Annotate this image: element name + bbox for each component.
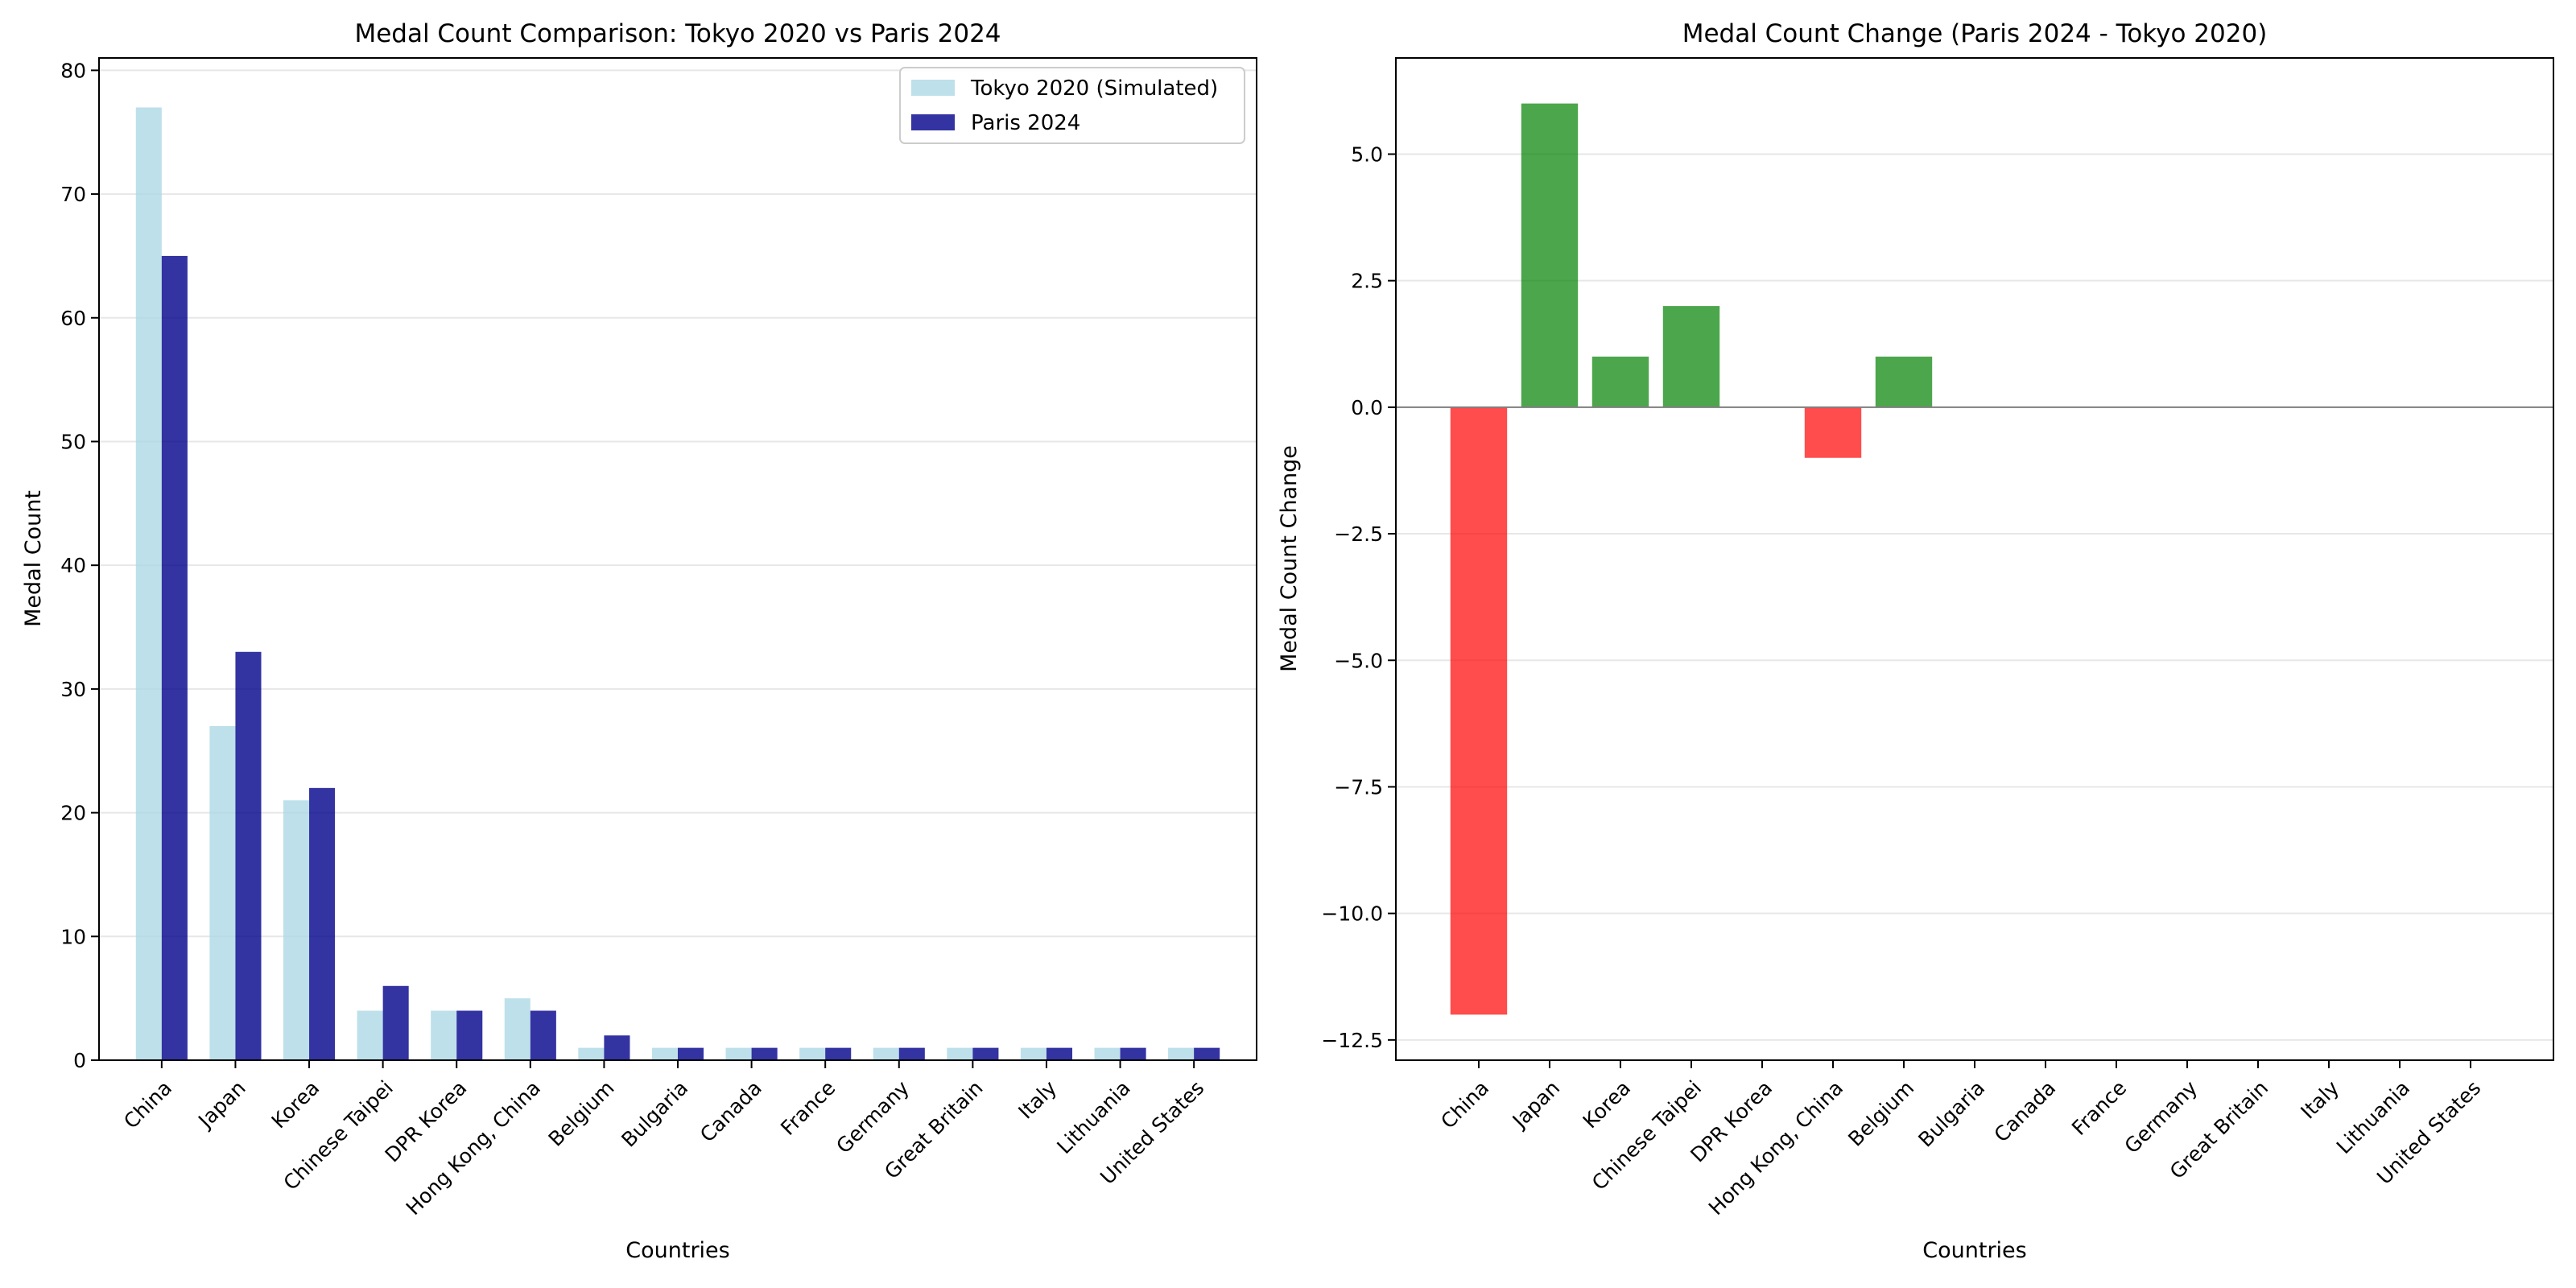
bar-paris-2024-canada — [751, 1047, 778, 1060]
legend-label-tokyo: Tokyo 2020 (Simulated) — [970, 76, 1218, 101]
bar-paris-2024-united-states — [1194, 1047, 1220, 1060]
comparison-y-ticks: 0 10 20 30 40 50 60 70 80 — [60, 59, 99, 1072]
bar-tokyo-2020-simulated-germany — [873, 1047, 899, 1060]
change-x-axis-label: Countries — [1922, 1238, 2026, 1263]
bar-tokyo-2020-simulated-japan — [209, 726, 236, 1060]
bar-change-hong-kong-china — [1804, 407, 1862, 458]
y-tick-label: −2.5 — [1334, 522, 1383, 546]
bar-paris-2024-japan — [235, 651, 262, 1060]
bar-paris-2024-france — [825, 1047, 852, 1060]
bar-tokyo-2020-simulated-canada — [725, 1047, 752, 1060]
y-tick-label: 50 — [60, 430, 86, 453]
y-tick-label: 0 — [73, 1049, 86, 1072]
bar-change-korea — [1591, 356, 1649, 407]
y-tick-label: 80 — [60, 59, 86, 82]
y-tick-label: 10 — [60, 925, 86, 948]
y-tick-label: 70 — [60, 183, 86, 206]
bar-tokyo-2020-simulated-united-states — [1168, 1047, 1195, 1060]
bar-change-japan — [1521, 103, 1579, 407]
legend-swatch-paris — [911, 114, 955, 130]
y-tick-label: 20 — [60, 802, 86, 825]
y-tick-label: 2.5 — [1351, 270, 1383, 293]
bar-paris-2024-korea — [309, 787, 336, 1060]
y-tick-label: 0.0 — [1351, 396, 1383, 419]
comparison-y-axis-label: Medal Count — [21, 490, 46, 627]
legend-label-paris: Paris 2024 — [971, 111, 1080, 135]
change-chart-title: Medal Count Change (Paris 2024 - Tokyo 2… — [1682, 19, 2268, 48]
bar-change-chinese-taipei — [1662, 306, 1720, 407]
bar-paris-2024-china — [161, 255, 188, 1061]
comparison-x-axis-label: Countries — [625, 1238, 729, 1263]
bar-change-belgium — [1875, 356, 1933, 407]
bar-tokyo-2020-simulated-bulgaria — [651, 1047, 678, 1060]
bar-paris-2024-italy — [1046, 1047, 1073, 1060]
bar-paris-2024-dpr-korea — [456, 1010, 483, 1060]
comparison-grid — [99, 69, 1257, 1061]
bar-tokyo-2020-simulated-lithuania — [1094, 1047, 1121, 1060]
y-tick-label: −10.0 — [1321, 902, 1383, 926]
y-tick-label: 40 — [60, 554, 86, 577]
bar-tokyo-2020-simulated-chinese-taipei — [357, 1010, 383, 1060]
y-tick-label: 60 — [60, 307, 86, 330]
legend-frame — [899, 67, 1245, 144]
bar-paris-2024-hong-kong-china — [530, 1010, 556, 1060]
legend-swatch-tokyo — [911, 80, 955, 96]
change-y-axis-label: Medal Count Change — [1277, 445, 1302, 672]
bar-tokyo-2020-simulated-belgium — [578, 1047, 605, 1060]
bar-tokyo-2020-simulated-dpr-korea — [431, 1010, 457, 1060]
bar-paris-2024-belgium — [604, 1035, 630, 1060]
y-tick-label: 30 — [60, 678, 86, 701]
comparison-bars — [135, 107, 1220, 1061]
bar-paris-2024-chinese-taipei — [382, 985, 409, 1060]
comparison-legend: Tokyo 2020 (Simulated) Paris 2024 — [899, 67, 1245, 144]
change-y-ticks: −12.5 −10.0 −7.5 −5.0 −2.5 0.0 2.5 5.0 — [1321, 142, 1396, 1052]
bar-tokyo-2020-simulated-great-britain — [947, 1047, 973, 1060]
bar-tokyo-2020-simulated-italy — [1020, 1047, 1046, 1060]
bar-paris-2024-germany — [898, 1047, 925, 1060]
change-bars — [1450, 103, 1933, 1015]
bar-tokyo-2020-simulated-hong-kong-china — [504, 998, 530, 1060]
bar-change-china — [1450, 407, 1508, 1015]
bar-tokyo-2020-simulated-china — [135, 107, 162, 1061]
y-tick-label: −7.5 — [1334, 775, 1383, 799]
bar-paris-2024-lithuania — [1120, 1047, 1146, 1060]
comparison-chart-title: Medal Count Comparison: Tokyo 2020 vs Pa… — [354, 19, 1001, 48]
bar-tokyo-2020-simulated-korea — [283, 800, 310, 1060]
bar-paris-2024-great-britain — [972, 1047, 999, 1060]
y-tick-label: −5.0 — [1334, 649, 1383, 672]
bar-paris-2024-bulgaria — [678, 1047, 704, 1060]
y-tick-label: 5.0 — [1351, 142, 1383, 166]
bar-tokyo-2020-simulated-france — [799, 1047, 826, 1060]
y-tick-label: −12.5 — [1321, 1029, 1383, 1052]
